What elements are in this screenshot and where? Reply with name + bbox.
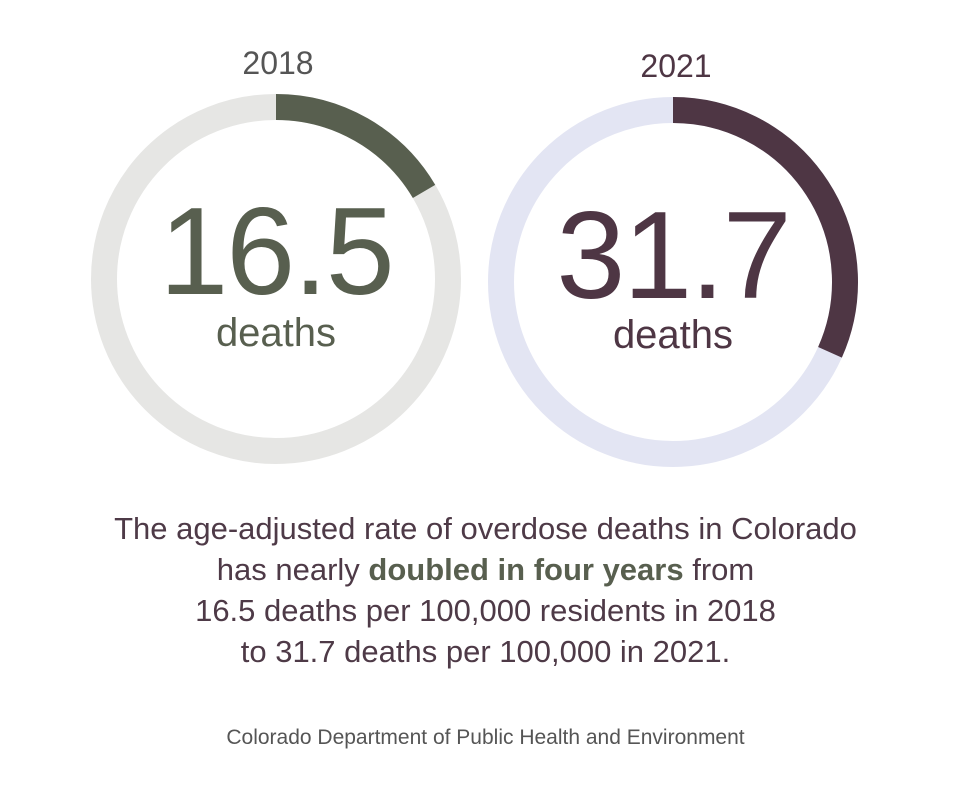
- donut-arc-2018: [275, 94, 436, 199]
- description-line-2: has nearly doubled in four years from: [0, 549, 971, 590]
- year-label-2021: 2021: [640, 48, 711, 84]
- description-line-4: to 31.7 deaths per 100,000 in 2021.: [240, 634, 731, 669]
- donut-2021: 2021 31.7 deaths: [488, 48, 858, 467]
- unit-label-2018: deaths: [216, 311, 336, 355]
- value-label-2021: 31.7: [556, 187, 789, 325]
- donut-charts: 2018 16.5 deaths 2021 31.7 deaths: [91, 45, 858, 467]
- description-line-1: The age-adjusted rate of overdose deaths…: [114, 511, 857, 546]
- unit-label-2021: deaths: [613, 313, 733, 357]
- description-emphasis: doubled in four years: [368, 552, 684, 587]
- year-label-2018: 2018: [242, 45, 313, 81]
- donut-2018: 2018 16.5 deaths: [91, 45, 461, 464]
- source-credit: Colorado Department of Public Health and…: [226, 726, 745, 749]
- description-line-3: 16.5 deaths per 100,000 residents in 201…: [195, 593, 776, 628]
- description-line-2-start: has nearly: [216, 552, 369, 587]
- value-label-2018: 16.5: [159, 183, 392, 321]
- description-line-2-end: from: [683, 552, 755, 587]
- donut-arc-2021: [672, 97, 858, 358]
- description: The age-adjusted rate of overdose deaths…: [0, 508, 971, 672]
